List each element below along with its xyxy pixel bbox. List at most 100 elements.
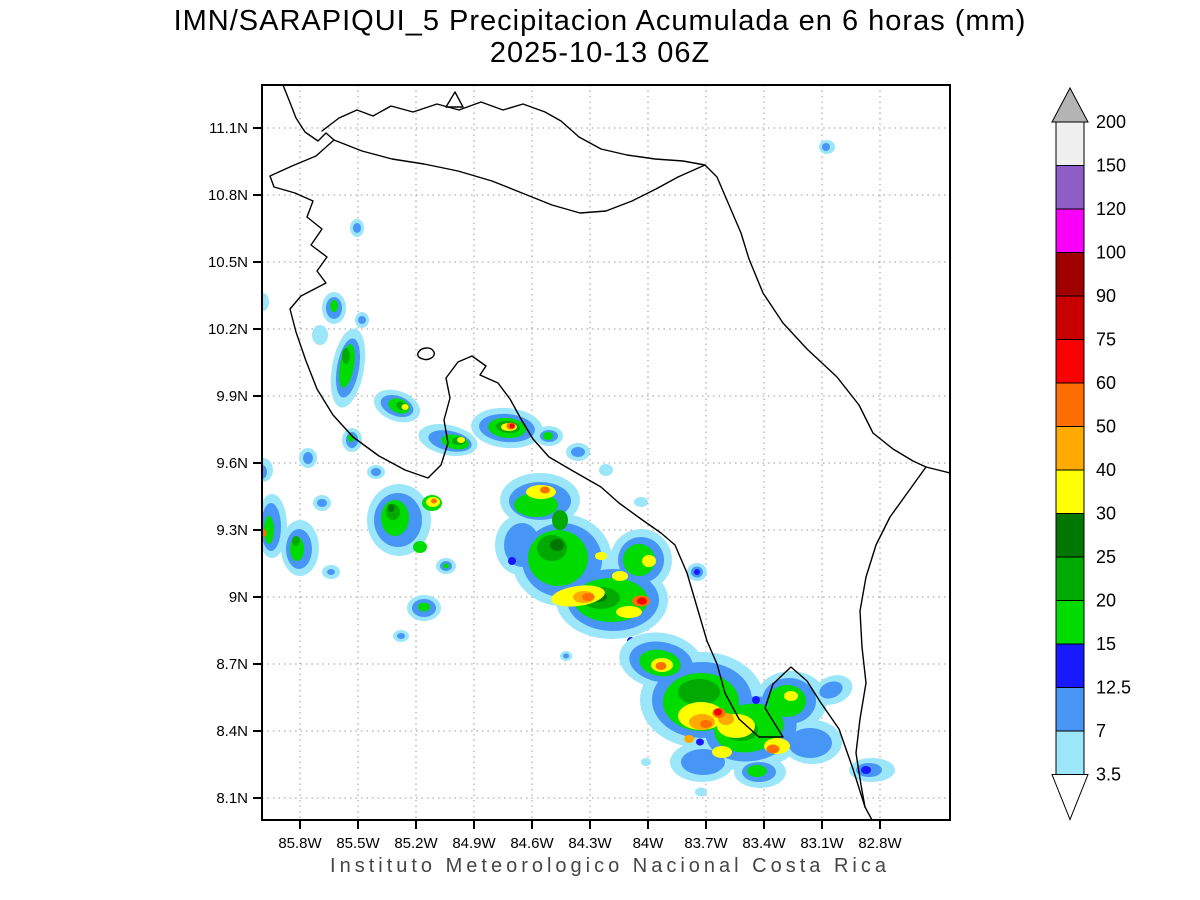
precip-cell: [747, 765, 767, 777]
colorbar-label: 40: [1096, 460, 1116, 480]
colorbar-cell: [1055, 295, 1085, 340]
colorbar-cell: [1055, 687, 1085, 732]
lat-tick-label: 9.9N: [216, 388, 248, 405]
precip-cell: [766, 744, 780, 754]
coastline: [333, 139, 706, 214]
precip-cell: [327, 569, 335, 575]
precip-cell: [819, 681, 843, 699]
map-layer: [262, 85, 950, 820]
colorbar-label: 20: [1096, 591, 1116, 611]
colorbar-label: 60: [1096, 373, 1116, 393]
precip-cell: [292, 536, 300, 546]
lat-tick-label: 10.2N: [208, 321, 248, 338]
precip-cell: [695, 787, 707, 797]
colorbar-cell: [1055, 252, 1085, 297]
lon-tick-label: 83.1W: [800, 835, 844, 852]
map-title: IMN/SARAPIQUI_5 Precipitacion Acumulada …: [173, 5, 1027, 37]
precip-cell: [397, 633, 405, 639]
precip-cell: [543, 432, 553, 440]
colorbar-label: 15: [1096, 634, 1116, 654]
precip-cell: [712, 746, 732, 758]
precip-cell: [634, 497, 648, 507]
lat-tick-label: 8.7N: [216, 656, 248, 673]
precip-cell: [696, 738, 704, 746]
plot-border: [261, 84, 951, 821]
precip-cell: [262, 465, 267, 479]
colorbar-top-arrow: [1051, 86, 1089, 123]
precip-cell: [678, 679, 720, 705]
colorbar-cell: [1055, 469, 1085, 514]
colorbar-cell: [1055, 165, 1085, 210]
precip-cell: [768, 685, 806, 717]
precip-cell: [418, 602, 430, 612]
gridlines: [262, 85, 950, 820]
precip-cell: [401, 404, 409, 410]
axis-ticks: [253, 127, 881, 829]
colorbar-label: 200: [1096, 112, 1126, 132]
precip-cell: [431, 498, 437, 504]
precip-cell: [582, 593, 594, 601]
precip-cell: [550, 539, 564, 551]
lat-tick-label: 10.8N: [208, 187, 248, 204]
colorbar-label: 25: [1096, 547, 1116, 567]
precip-cell: [788, 728, 832, 758]
footer-credit: Instituto Meteorologico Nacional Costa R…: [330, 855, 890, 877]
precip-cell: [642, 555, 656, 567]
lon-tick-label: 83.7W: [684, 835, 728, 852]
colorbar-label: 150: [1096, 156, 1126, 176]
precip-cell: [413, 541, 427, 553]
precip-cell: [822, 143, 830, 151]
precip-cell: [264, 516, 274, 544]
colorbar-label: 3.5: [1096, 765, 1121, 785]
map-date: 2025-10-13 06Z: [489, 37, 711, 69]
lat-tick-label: 11.1N: [209, 120, 248, 137]
precip-cell: [752, 696, 760, 704]
precip-cell: [563, 653, 569, 659]
precip-cell: [623, 544, 655, 576]
precip-cell: [317, 499, 327, 507]
precip-cell: [540, 486, 550, 494]
precip-cell: [303, 452, 313, 464]
lon-tick-label: 84.3W: [568, 835, 612, 852]
precip-cell: [694, 569, 700, 575]
lat-tick-label: 10.5N: [208, 254, 248, 271]
colorbar-cell: [1055, 513, 1085, 558]
precip-cell: [595, 552, 607, 560]
coastline: [855, 466, 927, 808]
precip-cell: [262, 293, 269, 311]
precip-cell: [330, 300, 338, 312]
precip-cell: [443, 563, 449, 569]
axis-labels: 11.1N 10.8N 10.5N 10.2N 9.9N 9.6N 9.3N 9N 8.7N 8.…: [208, 120, 903, 852]
colorbar-label: 75: [1096, 330, 1116, 350]
colorbar-bottom-arrow: [1051, 774, 1089, 821]
precip-cell: [358, 316, 366, 324]
lat-tick-label: 9.6N: [216, 455, 248, 472]
colorbar-cell: [1055, 339, 1085, 384]
precip-cell: [312, 325, 328, 345]
precip-cell: [342, 348, 350, 364]
coastline: [321, 101, 950, 474]
lon-tick-label: 82.8W: [858, 835, 902, 852]
colorbar-cell: [1055, 382, 1085, 427]
precip-cell: [509, 423, 515, 429]
colorbar-label: 30: [1096, 504, 1116, 524]
precip-cell: [599, 464, 613, 476]
precip-cell: [262, 529, 267, 537]
coastline: [445, 91, 464, 108]
precip-cell: [861, 766, 871, 774]
colorbar-label: 90: [1096, 286, 1116, 306]
lon-tick-label: 84.9W: [452, 835, 496, 852]
lon-tick-label: 85.5W: [336, 835, 380, 852]
colorbar-cell: [1055, 121, 1085, 166]
colorbar-cell: [1055, 556, 1085, 601]
colorbar-cell: [1055, 600, 1085, 645]
colorbar-cell: [1055, 643, 1085, 688]
lat-tick-label: 9.3N: [216, 522, 248, 539]
colorbar-cell: [1055, 208, 1085, 253]
lon-tick-label: 85.2W: [394, 835, 438, 852]
coastline: [417, 347, 435, 361]
precip-cell: [616, 606, 642, 618]
lon-tick-label: 83.4W: [742, 835, 786, 852]
precip-cell: [552, 510, 568, 530]
